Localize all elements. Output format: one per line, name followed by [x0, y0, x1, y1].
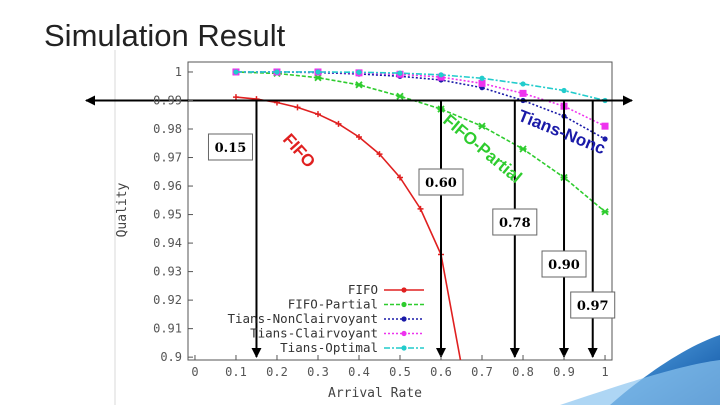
x-axis-label: Arrival Rate	[328, 386, 422, 401]
arrow-label: 0.90	[548, 258, 580, 273]
arrow-label: 0.97	[577, 299, 609, 314]
annotations: 0.15 0.60 0.78 0.90 0.97	[85, 95, 633, 358]
legend-label: FIFO-Partial	[288, 297, 378, 312]
arrow-label-box	[418, 168, 464, 196]
point	[479, 75, 485, 81]
y-tick-label: 1	[175, 65, 182, 79]
arrow-label-box	[570, 291, 616, 319]
x-tick-label: 0.3	[307, 365, 329, 379]
decoration	[560, 360, 720, 405]
point	[561, 87, 567, 94]
point	[601, 208, 609, 216]
x-tick-label: 0	[191, 365, 198, 379]
series-line	[235, 96, 462, 360]
arrow-label: 0.15	[215, 141, 247, 156]
y-tick-label: 0.94	[153, 236, 182, 250]
arrow-label: 0.60	[425, 176, 457, 191]
legend-swatch	[401, 287, 407, 293]
legend-swatch	[401, 330, 407, 337]
series-line	[235, 71, 606, 213]
x-tick-label: 1	[601, 365, 608, 379]
x-tick-label: 0.2	[266, 365, 288, 379]
point	[478, 122, 486, 130]
point	[417, 205, 424, 212]
point	[335, 120, 342, 127]
x-tick-label: 0.9	[553, 365, 575, 379]
point	[459, 363, 465, 369]
point	[294, 104, 301, 111]
y-tick-label: 0.91	[153, 322, 182, 336]
point	[356, 69, 362, 75]
legend-label: Tians-Optimal	[280, 340, 378, 355]
slide-title: Simulation Result	[44, 18, 286, 53]
legend-label: Tians-NonClairvoyant	[227, 311, 378, 326]
point	[274, 69, 280, 75]
series-line	[235, 71, 606, 102]
y-tick-label: 0.9	[160, 350, 182, 364]
point	[520, 81, 526, 87]
y-axis-label: Quality	[115, 182, 130, 237]
y-tick-label: 0.99	[153, 93, 182, 107]
point	[519, 89, 527, 97]
legend-label: FIFO	[348, 282, 378, 297]
point	[233, 69, 239, 75]
point	[397, 70, 403, 76]
legend-swatch	[401, 301, 407, 308]
arrow-label-box	[207, 133, 253, 161]
plot-area	[232, 68, 609, 369]
point	[314, 111, 321, 118]
point	[602, 136, 608, 142]
y-tick-label: 0.93	[153, 265, 182, 279]
point	[355, 133, 362, 140]
point	[397, 174, 403, 181]
plot-frame	[187, 61, 613, 361]
arrow-label-box	[492, 208, 538, 236]
legend-label: Tians-Clairvoyant	[250, 326, 378, 341]
y-tick-label: 0.96	[153, 179, 182, 193]
x-tick-label: 0.7	[471, 365, 493, 379]
point	[478, 79, 486, 87]
arrow-label: 0.78	[499, 216, 531, 231]
x-tick-label: 0.5	[389, 365, 411, 379]
point	[601, 122, 609, 130]
point	[519, 145, 527, 153]
y-tick-label: 0.98	[153, 122, 182, 136]
x-tick-label: 0.6	[430, 365, 452, 379]
point	[314, 74, 322, 82]
point	[355, 81, 363, 89]
arrow-label-box	[541, 250, 587, 278]
point	[438, 72, 444, 78]
x-tick-label: 0.1	[225, 365, 247, 379]
point	[315, 69, 321, 75]
y-tick-label: 0.97	[153, 151, 182, 165]
x-tick-label: 0.4	[348, 365, 370, 379]
point	[396, 92, 404, 100]
legend-swatch	[401, 316, 407, 322]
point	[232, 94, 239, 101]
point	[376, 151, 383, 158]
legend-swatch	[401, 345, 407, 351]
x-tick-label: 0.8	[512, 365, 534, 379]
y-tick-label: 0.95	[153, 208, 182, 222]
y-tick-label: 0.92	[153, 293, 182, 307]
